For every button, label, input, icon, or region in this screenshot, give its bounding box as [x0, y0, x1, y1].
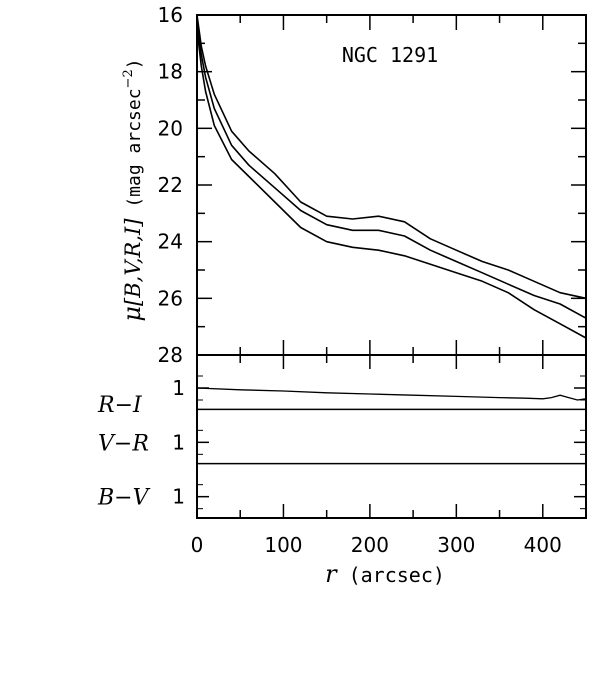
x-axis-title: r (arcsec): [325, 560, 445, 588]
x-tick-label: 300: [437, 533, 475, 557]
y-tick-label: 20: [158, 116, 183, 140]
profile-curve-1: [196, 14, 587, 300]
color-plot-panels: 1 R−I 1 V−R 1 B−V: [97, 375, 587, 511]
y-axis-exponent: −2: [121, 69, 136, 88]
color-panel-label: R−I: [97, 393, 143, 418]
profile-plot-ticks: [196, 14, 587, 356]
y-tick-label: 18: [158, 60, 183, 84]
x-tick-label: 100: [264, 533, 302, 557]
profile-plot-curves: [196, 14, 587, 339]
y-axis-bands: [B,V,R,I]: [121, 218, 145, 306]
y-axis-close: ): [124, 58, 145, 69]
y-tick-label: 16: [158, 3, 183, 27]
profile-plot-y-tick-labels: 16 18 20 22 24 26 28: [158, 3, 183, 367]
color-panel-label: V−R: [98, 431, 149, 456]
color-y-tick-label: 1: [172, 485, 185, 509]
color-y-tick-label: 1: [172, 430, 185, 454]
profile-curve-3: [196, 29, 587, 339]
color-curve-1-1: [196, 387, 587, 401]
y-tick-label: 24: [158, 230, 183, 254]
x-tick-label: 0: [191, 533, 204, 557]
color-panel-label: B−V: [97, 486, 151, 511]
x-tick-label: 400: [524, 533, 562, 557]
x-tick-label: 200: [351, 533, 389, 557]
y-tick-label: 22: [158, 173, 183, 197]
color-plot-ticks: [196, 355, 587, 518]
y-axis-title: μ[B,V,R,I] (mag arcsec−2): [118, 58, 146, 321]
color-plot-frame: [196, 354, 587, 519]
y-axis-units: (mag arcsec: [124, 88, 145, 218]
chart-title: NGC 1291: [342, 43, 438, 67]
x-axis-symbol: r: [325, 560, 338, 588]
profile-curve-2: [196, 20, 587, 319]
y-axis-mu: μ: [118, 306, 146, 322]
y-tick-label: 28: [158, 343, 183, 367]
x-axis-tick-labels: 0 100 200 300 400: [191, 533, 562, 557]
color-y-tick-label: 1: [172, 376, 185, 400]
y-tick-label: 26: [158, 286, 183, 310]
x-axis-unit: (arcsec): [337, 563, 445, 587]
